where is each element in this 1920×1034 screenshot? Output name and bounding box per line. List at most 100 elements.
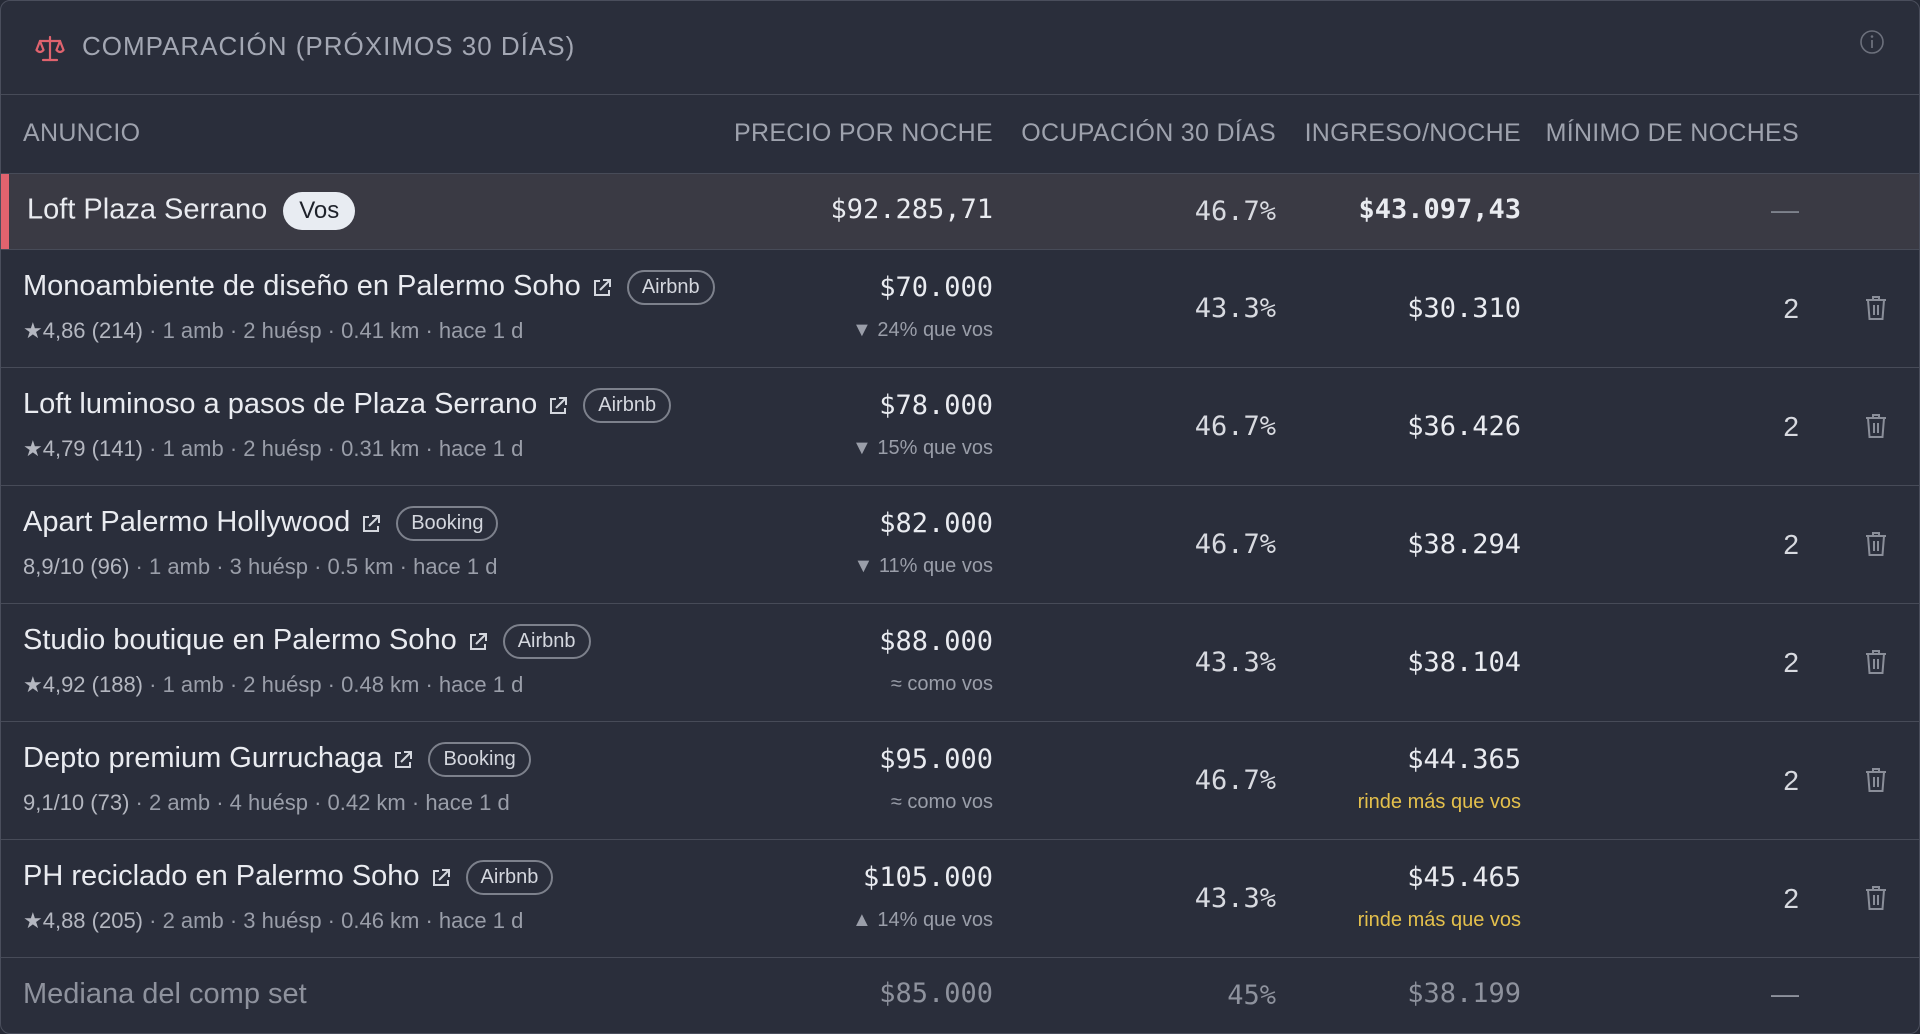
external-link-icon[interactable]	[392, 749, 414, 771]
listing-details: · 1 amb · 3 huésp · 0.5 km · hace 1 d	[135, 554, 498, 579]
median-price: $85.000	[879, 978, 993, 1009]
own-listing-title: Loft Plaza Serrano	[27, 193, 268, 226]
external-link-icon[interactable]	[547, 395, 569, 417]
trash-icon[interactable]	[1864, 767, 1888, 793]
external-link-icon[interactable]	[467, 631, 489, 653]
rating: ★4,92 (188)	[23, 672, 144, 697]
price-note: ▼ 15% que vos	[852, 437, 993, 459]
listing-name[interactable]: PH reciclado en Palermo Soho Airbnb	[23, 860, 554, 895]
table-row: Apart Palermo Hollywood Booking 8,9/10 (9…	[1, 486, 1919, 604]
price: $70.000	[879, 272, 993, 303]
occupancy: 46.7%	[1194, 529, 1276, 560]
own-listing-name: Loft Plaza Serrano Vos	[27, 192, 356, 230]
income: $44.365	[1407, 744, 1521, 775]
median-min-nights: —	[1771, 978, 1799, 1009]
listing-title[interactable]: PH reciclado en Palermo Soho	[23, 860, 420, 893]
trash-icon[interactable]	[1864, 885, 1888, 911]
min-nights: 2	[1783, 647, 1799, 678]
col-price: PRECIO POR NOCHE	[734, 119, 993, 147]
trash-icon[interactable]	[1864, 531, 1888, 557]
panel-title: COMPARACIÓN (PRÓXIMOS 30 DÍAS)	[82, 31, 576, 61]
income: $45.465	[1407, 862, 1521, 893]
trash-icon[interactable]	[1864, 295, 1888, 321]
income: $36.426	[1407, 411, 1521, 442]
table-row: PH reciclado en Palermo Soho Airbnb ★4,88…	[1, 840, 1919, 958]
listing-details: · 1 amb · 2 huésp · 0.41 km · hace 1 d	[149, 318, 524, 343]
external-link-icon[interactable]	[430, 867, 452, 889]
own-row-accent	[1, 174, 9, 249]
listing-meta: ★4,79 (141) · 1 amb · 2 huésp · 0.31 km …	[23, 436, 523, 462]
min-nights: 2	[1783, 529, 1799, 560]
trash-icon[interactable]	[1864, 413, 1888, 439]
listing-name[interactable]: Studio boutique en Palermo Soho Airbnb	[23, 624, 591, 659]
col-occupancy: OCUPACIÓN 30 DÍAS	[1021, 119, 1276, 147]
col-listing: ANUNCIO	[23, 119, 141, 147]
price: $95.000	[879, 744, 993, 775]
listing-details: · 1 amb · 2 huésp · 0.48 km · hace 1 d	[149, 672, 524, 697]
platform-badge: Booking	[428, 742, 531, 777]
income-note: rinde más que vos	[1357, 909, 1521, 931]
own-occupancy: 46.7%	[1194, 196, 1276, 227]
listing-title[interactable]: Loft luminoso a pasos de Plaza Serrano	[23, 388, 538, 421]
table-row: Monoambiente de diseño en Palermo Soho Ai…	[1, 250, 1919, 368]
listing-title[interactable]: Depto premium Gurruchaga	[23, 742, 383, 775]
table-row: Studio boutique en Palermo Soho Airbnb ★4…	[1, 604, 1919, 722]
price-note: ▼ 24% que vos	[852, 319, 993, 341]
occupancy: 43.3%	[1194, 647, 1276, 678]
occupancy: 46.7%	[1194, 411, 1276, 442]
rating: 8,9/10 (96)	[23, 554, 130, 579]
income: $38.294	[1407, 529, 1521, 560]
min-nights: 2	[1783, 765, 1799, 796]
price: $88.000	[879, 626, 993, 657]
scale-icon	[35, 35, 65, 62]
rating: 9,1/10 (73)	[23, 790, 130, 815]
listing-name[interactable]: Monoambiente de diseño en Palermo Soho Ai…	[23, 270, 715, 305]
listing-details: · 1 amb · 2 huésp · 0.31 km · hace 1 d	[149, 436, 524, 461]
table-row: Depto premium Gurruchaga Booking 9,1/10 (…	[1, 722, 1919, 840]
listing-details: · 2 amb · 3 huésp · 0.46 km · hace 1 d	[149, 908, 524, 933]
trash-icon[interactable]	[1864, 649, 1888, 675]
col-min-nights: MÍNIMO DE NOCHES	[1545, 119, 1799, 147]
income-note: rinde más que vos	[1357, 791, 1521, 813]
listing-details: · 2 amb · 4 huésp · 0.42 km · hace 1 d	[135, 790, 510, 815]
rating: ★4,88 (205)	[23, 908, 144, 933]
income: $30.310	[1407, 293, 1521, 324]
own-min-nights: —	[1771, 194, 1799, 225]
platform-badge: Airbnb	[583, 388, 672, 423]
min-nights: 2	[1783, 293, 1799, 324]
price: $82.000	[879, 508, 993, 539]
listing-name[interactable]: Depto premium Gurruchaga Booking	[23, 742, 531, 777]
median-row: Mediana del comp set $85.000 45% $38.199…	[1, 958, 1919, 1033]
table-header: ANUNCIO PRECIO POR NOCHE OCUPACIÓN 30 DÍ…	[1, 95, 1919, 174]
min-nights: 2	[1783, 883, 1799, 914]
listing-title[interactable]: Studio boutique en Palermo Soho	[23, 624, 457, 657]
occupancy: 43.3%	[1194, 293, 1276, 324]
price: $105.000	[862, 862, 993, 893]
min-nights: 2	[1783, 411, 1799, 442]
panel-header: COMPARACIÓN (PRÓXIMOS 30 DÍAS)	[1, 1, 1919, 95]
listing-name[interactable]: Apart Palermo Hollywood Booking	[23, 506, 499, 541]
listing-title[interactable]: Apart Palermo Hollywood	[23, 506, 351, 539]
listing-title[interactable]: Monoambiente de diseño en Palermo Soho	[23, 270, 581, 303]
rating: ★4,86 (214)	[23, 318, 144, 343]
listing-name[interactable]: Loft luminoso a pasos de Plaza Serrano Ai…	[23, 388, 672, 423]
table-row: Loft luminoso a pasos de Plaza Serrano Ai…	[1, 368, 1919, 486]
price-note: ▼ 11% que vos	[853, 555, 993, 577]
listing-meta: ★4,86 (214) · 1 amb · 2 huésp · 0.41 km …	[23, 318, 523, 344]
platform-badge: Airbnb	[465, 860, 554, 895]
price-note: ≈ como vos	[890, 791, 993, 813]
external-link-icon[interactable]	[360, 513, 382, 535]
vos-badge: Vos	[283, 192, 356, 230]
listing-meta: 9,1/10 (73) · 2 amb · 4 huésp · 0.42 km …	[23, 790, 510, 816]
median-income: $38.199	[1407, 978, 1521, 1009]
price: $78.000	[879, 390, 993, 421]
own-income: $43.097,43	[1358, 194, 1521, 225]
platform-badge: Booking	[396, 506, 499, 541]
own-price: $92.285,71	[830, 194, 993, 225]
platform-badge: Airbnb	[502, 624, 591, 659]
external-link-icon[interactable]	[591, 277, 613, 299]
income: $38.104	[1407, 647, 1521, 678]
listing-meta: 8,9/10 (96) · 1 amb · 3 huésp · 0.5 km ·…	[23, 554, 497, 580]
info-icon[interactable]	[1859, 29, 1885, 55]
